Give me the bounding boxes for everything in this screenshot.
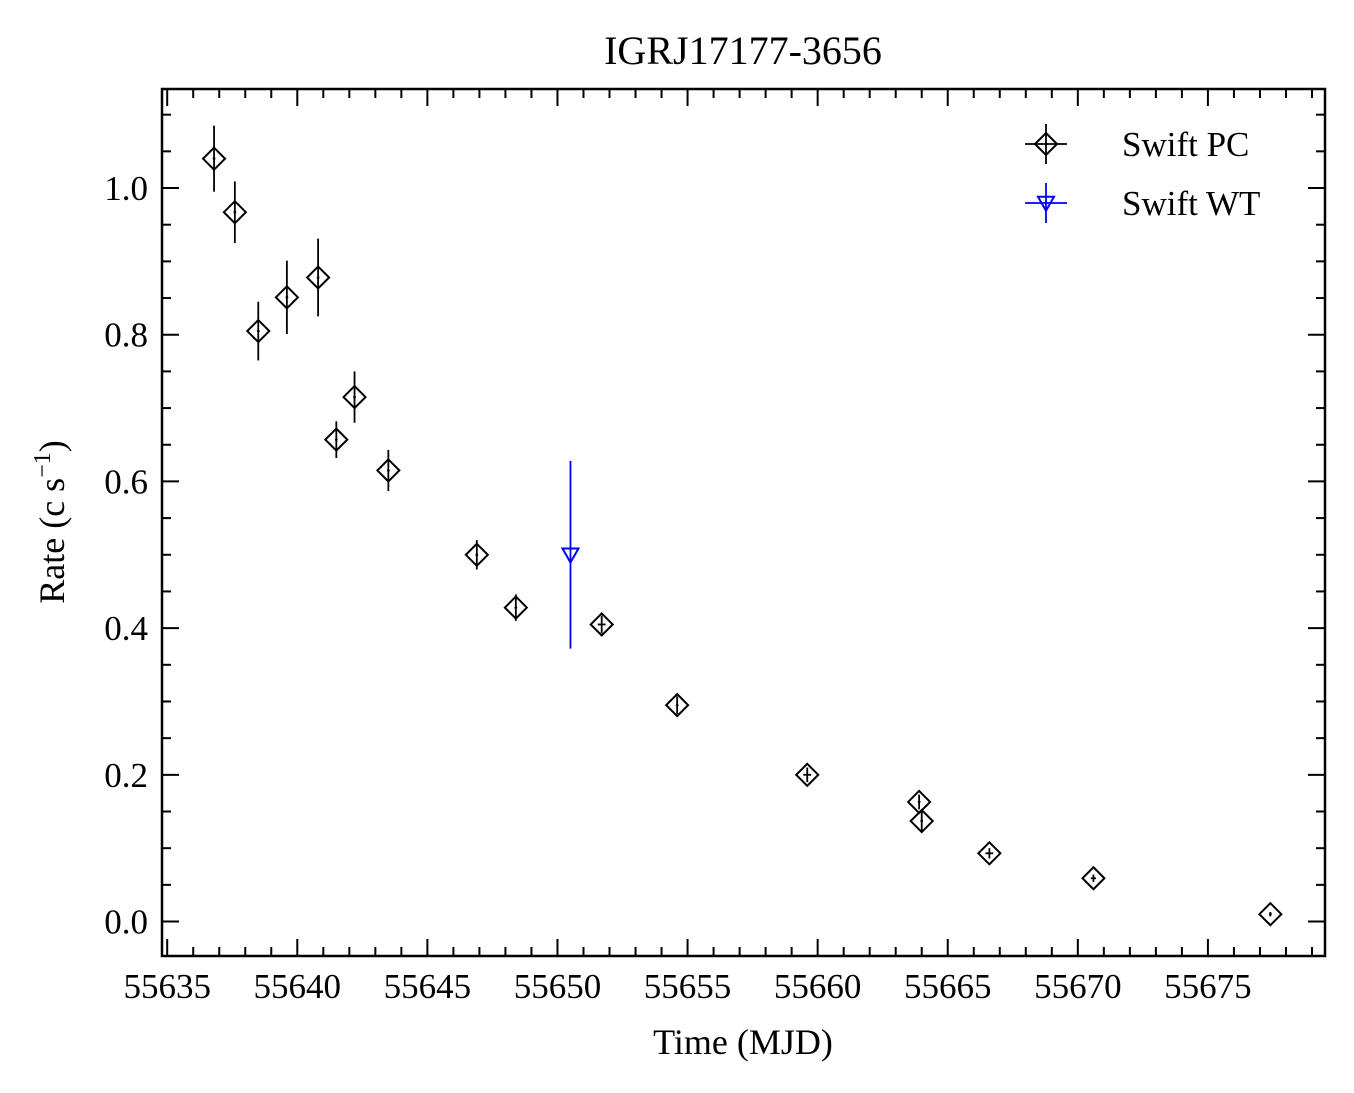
- marker: [222, 199, 248, 225]
- series-swift-wt: [560, 460, 581, 649]
- x-tick-label: 55640: [254, 967, 342, 1006]
- legend-entry-swift-pc: Swift PC: [1025, 124, 1249, 164]
- data-point: [794, 762, 820, 788]
- legend-label: Swift WT: [1122, 184, 1260, 223]
- data-point: [323, 421, 349, 458]
- data-point: [1081, 865, 1106, 891]
- x-axis-title: Time (MJD): [653, 1022, 833, 1062]
- marker: [464, 542, 490, 568]
- data-point: [305, 238, 331, 317]
- data-point: [201, 125, 227, 192]
- data-point: [664, 692, 690, 718]
- y-axis-title: Rate (c s−1): [30, 440, 72, 604]
- marker: [664, 692, 690, 718]
- marker: [245, 318, 271, 344]
- chart-title: IGRJ17177-3656: [604, 28, 882, 73]
- legend: Swift PC Swift WT: [1025, 124, 1260, 223]
- series-swift-pc: [201, 125, 1283, 927]
- x-tick-label: 55645: [384, 967, 472, 1006]
- marker: [305, 265, 331, 290]
- legend-marker: [1036, 195, 1056, 213]
- data-point: [1257, 901, 1283, 927]
- y-tick-label: 0.0: [104, 903, 148, 942]
- x-tick-label: 55635: [123, 967, 211, 1006]
- marker: [1257, 901, 1283, 927]
- data-point: [589, 612, 615, 637]
- data-point: [342, 371, 367, 423]
- marker: [976, 840, 1002, 866]
- marker: [589, 612, 615, 637]
- marker: [560, 547, 581, 565]
- data-point: [245, 301, 271, 361]
- data-point: [976, 840, 1002, 866]
- y-tick-label: 0.6: [104, 462, 148, 501]
- axis-tick-labels: 55635 55640 55645 55650 55655 55660 55665 55670…: [104, 169, 1251, 1006]
- marker: [503, 595, 529, 621]
- x-tick-label: 55675: [1164, 967, 1252, 1006]
- marker: [375, 458, 401, 483]
- plot-frame: [160, 87, 1327, 958]
- x-tick-label: 55655: [644, 967, 732, 1006]
- y-tick-label: 1.0: [104, 169, 148, 208]
- marker: [274, 284, 300, 310]
- legend-entry-swift-wt: Swift WT: [1025, 183, 1260, 223]
- y-axis-title-sup: −1: [30, 452, 56, 478]
- axis-ticks: [162, 89, 1325, 956]
- data-point: [464, 540, 490, 570]
- x-tick-label: 55660: [774, 967, 862, 1006]
- y-tick-label: 0.4: [104, 609, 148, 648]
- data-point: [909, 808, 935, 834]
- data-point: [375, 449, 401, 491]
- y-tick-label: 0.2: [104, 756, 148, 795]
- marker: [323, 427, 349, 453]
- marker: [201, 146, 227, 172]
- data-series: [201, 125, 1283, 927]
- data-point: [222, 181, 248, 244]
- marker: [909, 808, 935, 834]
- marker: [794, 762, 820, 788]
- y-axis-title-close: ): [32, 440, 72, 452]
- data-point: [906, 789, 932, 815]
- data-point: [503, 594, 529, 621]
- legend-label: Swift PC: [1122, 125, 1249, 164]
- x-tick-label: 55670: [1034, 967, 1122, 1006]
- data-point: [274, 260, 300, 334]
- data-point: [560, 460, 581, 649]
- marker: [342, 384, 367, 410]
- x-tick-label: 55665: [904, 967, 992, 1006]
- legend-marker: [1033, 131, 1059, 157]
- marker: [1081, 865, 1106, 891]
- x-tick-label: 55650: [514, 967, 602, 1006]
- y-axis-title-main: Rate (c s: [32, 478, 72, 604]
- y-tick-label: 0.8: [104, 316, 148, 355]
